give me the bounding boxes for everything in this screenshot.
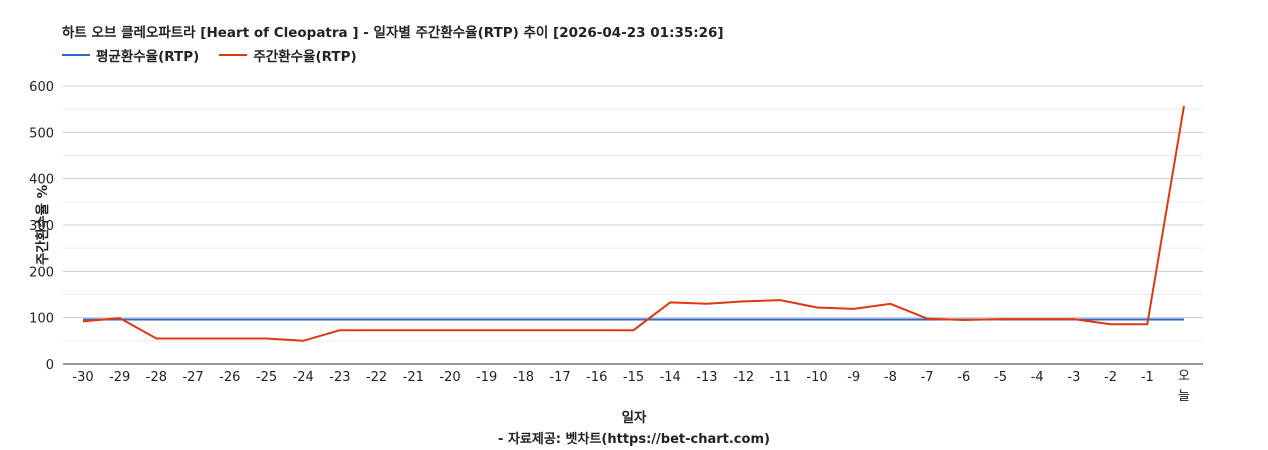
x-axis-label: 일자 bbox=[621, 410, 647, 426]
x-tick-label: -4 bbox=[1031, 370, 1044, 385]
legend-swatch-weekly-rtp bbox=[219, 54, 248, 56]
y-axis-ticks: 0 100 200 300 400 500 600 bbox=[29, 80, 54, 373]
x-tick-label: -12 bbox=[733, 370, 754, 385]
chart-title: 하트 오브 클레오파트라 [Heart of Cleopatra ] - 일자별… bbox=[62, 25, 724, 41]
x-tick-label: -14 bbox=[660, 370, 681, 385]
x-tick-label: -7 bbox=[921, 370, 934, 385]
x-tick-label: -21 bbox=[403, 370, 424, 385]
legend-label-weekly-rtp: 주간환수율(RTP) bbox=[253, 49, 357, 65]
y-tick-label: 500 bbox=[29, 126, 54, 141]
x-tick-label: -27 bbox=[182, 370, 203, 385]
x-tick-label: -13 bbox=[696, 370, 717, 385]
grid-lines bbox=[63, 85, 1203, 365]
y-tick-label: 0 bbox=[46, 358, 54, 373]
x-tick-label: -15 bbox=[623, 370, 644, 385]
x-tick-label: -28 bbox=[146, 370, 167, 385]
x-tick-label: -17 bbox=[549, 370, 570, 385]
x-axis-ticks: -30 -29 -28 -27 -26 -25 -24 -23 -22 -21 -20 -19 -18-… bbox=[72, 369, 1190, 404]
x-tick-label: -6 bbox=[957, 370, 970, 385]
y-tick-label: 200 bbox=[29, 265, 54, 280]
x-tick-label: -16 bbox=[586, 370, 607, 385]
legend-label-average-rtp: 평균환수율(RTP) bbox=[96, 49, 200, 65]
x-tick-label: -26 bbox=[219, 370, 240, 385]
x-tick-label: -25 bbox=[256, 370, 277, 385]
x-tick-label: -11 bbox=[770, 370, 791, 385]
x-tick-label: -10 bbox=[806, 370, 827, 385]
legend-item-weekly-rtp[interactable]: 주간환수율(RTP) bbox=[219, 45, 357, 65]
x-tick-label: -9 bbox=[847, 370, 860, 385]
x-tick-label: -18 bbox=[513, 370, 534, 385]
y-tick-label: 300 bbox=[29, 219, 54, 234]
x-tick-label: -29 bbox=[109, 370, 130, 385]
legend-swatch-average-rtp bbox=[62, 54, 90, 56]
y-tick-label: 100 bbox=[29, 312, 54, 327]
series-layer bbox=[82, 105, 1185, 342]
data-source-credit: - 자료제공: 벳차트(https://bet-chart.com) bbox=[498, 432, 770, 447]
x-tick-label: -5 bbox=[994, 370, 1007, 385]
y-tick-label: 400 bbox=[29, 173, 54, 188]
legend-item-average-rtp[interactable]: 평균환수율(RTP) bbox=[62, 45, 199, 65]
x-tick-label: -1 bbox=[1141, 370, 1154, 385]
x-tick-label: -8 bbox=[884, 370, 897, 385]
x-tick-label: -30 bbox=[72, 370, 93, 385]
x-tick-label: -23 bbox=[329, 370, 350, 385]
chart-legend: 평균환수율(RTP) 주간환수율(RTP) bbox=[62, 45, 377, 65]
y-tick-label: 600 bbox=[29, 80, 54, 95]
x-tick-label: -24 bbox=[293, 370, 314, 385]
x-tick-label: -3 bbox=[1067, 370, 1080, 385]
x-tick-label: -22 bbox=[366, 370, 387, 385]
x-tick-label: -20 bbox=[439, 370, 460, 385]
x-tick-label: -2 bbox=[1104, 370, 1117, 385]
x-tick-label: -19 bbox=[476, 370, 497, 385]
y-axis-label: 주간환수율 % bbox=[34, 184, 51, 265]
series-line-weekly-rtp bbox=[82, 105, 1185, 342]
